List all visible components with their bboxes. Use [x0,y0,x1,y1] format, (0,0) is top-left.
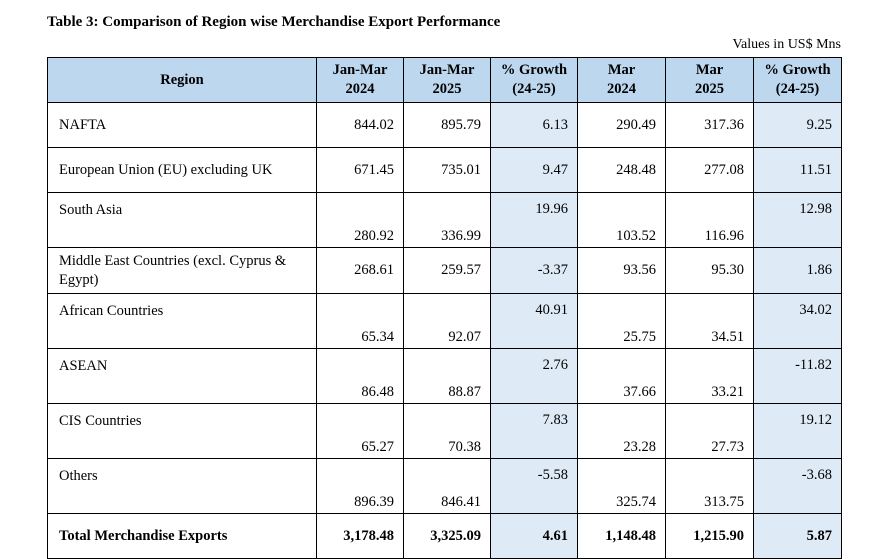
header-row: Region Jan-Mar 2024 Jan-Mar 2025 % Growth(… [47,57,842,103]
header-growth-jan-mar: % Growth (24-25) [490,57,578,103]
table-row: CIS Countries 65.27 70.38 7.83 23.28 27.… [47,403,842,459]
growth-jan-mar-cell: 40.91 [490,293,578,349]
mar-2025-cell: 33.21 [665,348,754,404]
table-row: ASEAN 86.48 88.87 2.76 37.66 33.21 -11.8… [47,348,842,404]
region-cell: ASEAN [47,348,317,404]
growth-jan-mar-cell: -5.58 [490,458,578,514]
region-cell: Middle East Countries (excl. Cyprus & Eg… [47,247,317,294]
total-jan-mar-2025: 3,325.09 [403,513,491,559]
header-growth-mar: % Growth (24-25) [753,57,842,103]
jan-mar-2025-cell: 88.87 [403,348,491,404]
growth-jan-mar-cell: 2.76 [490,348,578,404]
header-jan-mar-2025: Jan-Mar 2025 [403,57,491,103]
units-note: Values in US$ Mns [732,37,841,52]
total-label: Total Merchandise Exports [47,513,317,559]
mar-2025-cell: 317.36 [665,102,754,148]
growth-jan-mar-cell: -3.37 [490,247,578,294]
jan-mar-2024-cell: 844.02 [316,102,404,148]
jan-mar-2025-cell: 92.07 [403,293,491,349]
header-mar-2025: Mar 2025 [665,57,754,103]
mar-2024-cell: 248.48 [577,147,666,193]
table-title: Table 3: Comparison of Region wise Merch… [47,14,501,30]
jan-mar-2025-cell: 846.41 [403,458,491,514]
mar-2025-cell: 27.73 [665,403,754,459]
region-cell: African Countries [47,293,317,349]
jan-mar-2025-cell: 336.99 [403,192,491,248]
header-mar-2024: Mar 2024 [577,57,666,103]
table-row: European Union (EU) excluding UK 671.45 … [47,147,842,193]
growth-mar-cell: -11.82 [753,348,842,404]
growth-mar-cell: -3.68 [753,458,842,514]
jan-mar-2025-cell: 735.01 [403,147,491,193]
growth-mar-cell: 34.02 [753,293,842,349]
mar-2025-cell: 95.30 [665,247,754,294]
mar-2025-cell: 313.75 [665,458,754,514]
growth-jan-mar-cell: 6.13 [490,102,578,148]
total-jan-mar-2024: 3,178.48 [316,513,404,559]
mar-2024-cell: 103.52 [577,192,666,248]
region-cell: NAFTA [47,102,317,148]
jan-mar-2025-cell: 895.79 [403,102,491,148]
growth-mar-cell: 12.98 [753,192,842,248]
total-growth-mar: 5.87 [753,513,842,559]
total-row: Total Merchandise Exports 3,178.48 3,325… [47,513,842,559]
growth-mar-cell: 19.12 [753,403,842,459]
header-region: Region [47,57,317,103]
growth-jan-mar-cell: 19.96 [490,192,578,248]
header-jan-mar-2024: Jan-Mar 2024 [316,57,404,103]
table-row: NAFTA 844.02 895.79 6.13 290.49 317.36 9… [47,102,842,148]
total-growth-jan-mar: 4.61 [490,513,578,559]
growth-mar-cell: 11.51 [753,147,842,193]
jan-mar-2024-cell: 65.34 [316,293,404,349]
mar-2024-cell: 325.74 [577,458,666,514]
growth-jan-mar-cell: 7.83 [490,403,578,459]
mar-2025-cell: 277.08 [665,147,754,193]
jan-mar-2024-cell: 65.27 [316,403,404,459]
jan-mar-2024-cell: 896.39 [316,458,404,514]
table-row: African Countries 65.34 92.07 40.91 25.7… [47,293,842,349]
mar-2025-cell: 34.51 [665,293,754,349]
region-cell: Others [47,458,317,514]
mar-2025-cell: 116.96 [665,192,754,248]
growth-mar-cell: 1.86 [753,247,842,294]
table-row: Middle East Countries (excl. Cyprus & Eg… [47,247,842,294]
mar-2024-cell: 290.49 [577,102,666,148]
jan-mar-2025-cell: 259.57 [403,247,491,294]
total-mar-2025: 1,215.90 [665,513,754,559]
growth-jan-mar-cell: 9.47 [490,147,578,193]
mar-2024-cell: 25.75 [577,293,666,349]
growth-mar-cell: 9.25 [753,102,842,148]
mar-2024-cell: 93.56 [577,247,666,294]
jan-mar-2024-cell: 86.48 [316,348,404,404]
region-cell: CIS Countries [47,403,317,459]
table-row: South Asia 280.92 336.99 19.96 103.52 11… [47,192,842,248]
jan-mar-2024-cell: 280.92 [316,192,404,248]
total-mar-2024: 1,148.48 [577,513,666,559]
mar-2024-cell: 37.66 [577,348,666,404]
table-row: Others 896.39 846.41 -5.58 325.74 313.75… [47,458,842,514]
jan-mar-2025-cell: 70.38 [403,403,491,459]
region-cell: South Asia [47,192,317,248]
region-cell: European Union (EU) excluding UK [47,147,317,193]
jan-mar-2024-cell: 268.61 [316,247,404,294]
jan-mar-2024-cell: 671.45 [316,147,404,193]
export-table: Region Jan-Mar 2024 Jan-Mar 2025 % Growth(… [47,57,842,559]
mar-2024-cell: 23.28 [577,403,666,459]
